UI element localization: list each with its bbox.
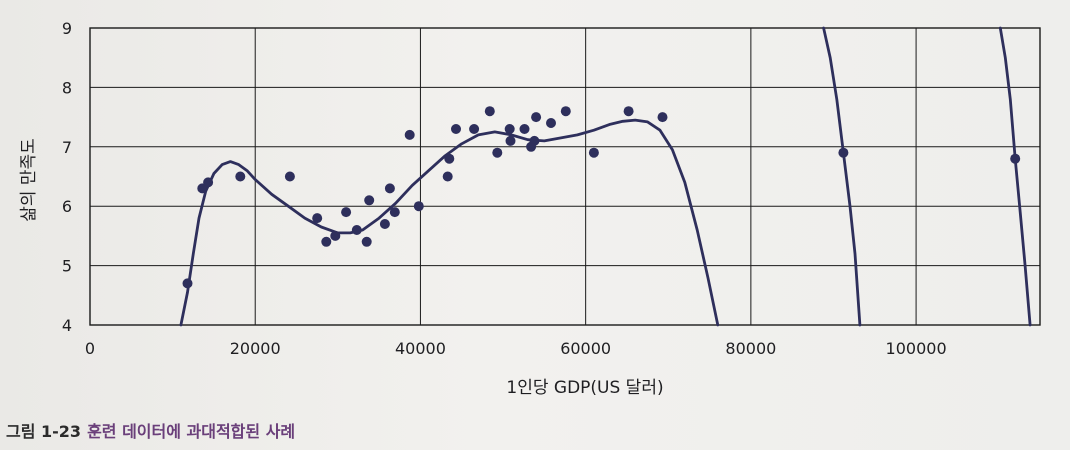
fitted-curve xyxy=(179,26,1032,327)
data-point xyxy=(531,112,542,123)
data-point xyxy=(284,171,295,182)
fitted-curve-line xyxy=(179,26,1032,327)
grid xyxy=(90,28,1040,325)
figure-title: 훈련 데이터에 과대적합된 사례 xyxy=(87,422,296,441)
data-point xyxy=(519,124,530,134)
data-point xyxy=(444,153,455,164)
x-tick-label: 20000 xyxy=(230,339,281,358)
data-point xyxy=(492,147,503,158)
tick-labels: 0 20000 40000 60000 80000 100000 4 5 6 7 8 9 xyxy=(62,19,947,358)
data-point xyxy=(235,171,246,182)
y-tick-label: 4 xyxy=(62,316,72,335)
data-point xyxy=(588,147,599,158)
data-point xyxy=(546,118,556,128)
data-point xyxy=(505,135,516,146)
data-point xyxy=(413,201,424,212)
data-point xyxy=(404,129,415,140)
data-point xyxy=(484,106,495,117)
data-point xyxy=(182,278,193,289)
data-point xyxy=(384,183,395,194)
data-point xyxy=(389,207,400,218)
data-point xyxy=(469,124,480,134)
x-tick-label: 100000 xyxy=(886,339,947,358)
x-tick-label: 0 xyxy=(85,339,95,358)
x-tick-label: 40000 xyxy=(395,339,446,358)
plot-frame xyxy=(89,27,1041,326)
data-point xyxy=(321,236,332,247)
axes xyxy=(89,27,1041,326)
data-point xyxy=(330,230,341,241)
chart: 0 20000 40000 60000 80000 100000 4 5 6 7 8 9 1인당 GD… xyxy=(19,19,1041,398)
figure-caption: 그림 1-23 훈련 데이터에 과대적합된 사례 xyxy=(6,418,295,442)
data-point xyxy=(657,112,668,123)
data-point xyxy=(560,106,571,117)
x-axis-label: 1인당 GDP(US 달러) xyxy=(506,378,663,398)
data-point xyxy=(529,135,540,146)
y-tick-label: 6 xyxy=(62,197,72,216)
data-point xyxy=(361,236,372,247)
data-point xyxy=(364,195,375,206)
y-axis-label: 삶의 만족도 xyxy=(19,138,39,222)
figure-number: 그림 1-23 xyxy=(6,422,82,441)
y-tick-label: 7 xyxy=(62,138,72,157)
data-point xyxy=(1010,153,1021,164)
data-point xyxy=(379,219,390,229)
x-tick-label: 60000 xyxy=(560,339,611,358)
y-tick-label: 8 xyxy=(62,78,72,97)
data-point xyxy=(442,171,453,182)
data-points xyxy=(182,106,1021,289)
data-point xyxy=(623,106,634,117)
data-point xyxy=(351,225,362,235)
data-point xyxy=(312,213,323,224)
x-tick-label: 80000 xyxy=(725,339,776,358)
data-point xyxy=(341,207,352,218)
data-point xyxy=(451,124,461,134)
data-point xyxy=(838,147,849,158)
y-tick-label: 9 xyxy=(62,19,72,38)
y-tick-label: 5 xyxy=(62,257,72,276)
data-point xyxy=(504,124,515,134)
data-point xyxy=(203,177,214,188)
